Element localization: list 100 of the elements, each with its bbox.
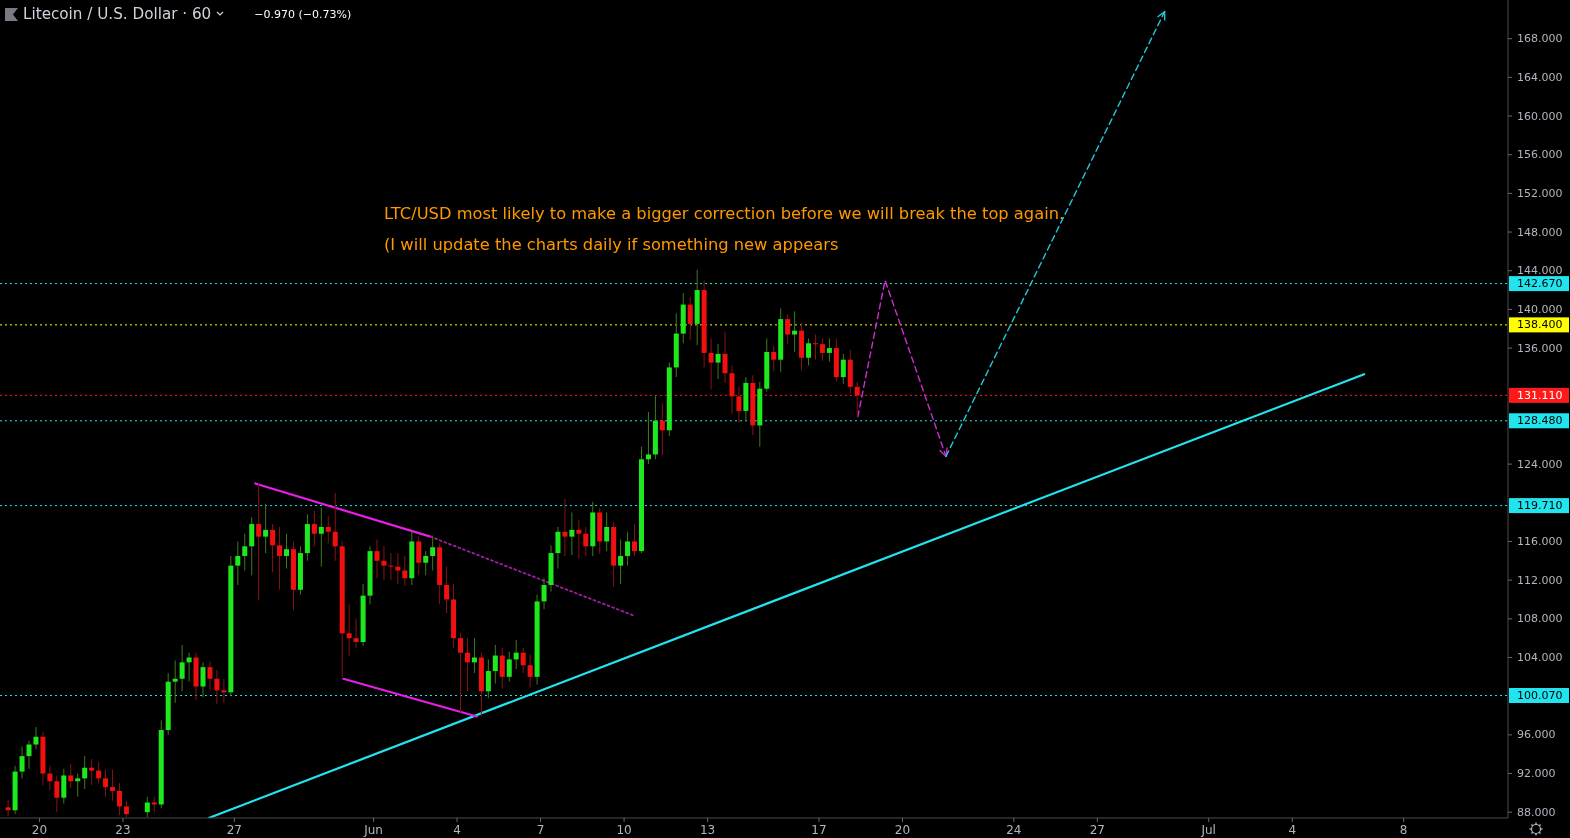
candlestick [423,550,429,576]
candlestick [430,535,436,571]
candlestick [249,516,255,576]
y-tick-label: 108.000 [1517,612,1563,626]
candlestick [604,511,610,552]
candlestick [172,659,178,704]
candlestick [625,531,631,567]
candlestick [583,526,589,557]
candlestick [826,337,832,363]
candlestick [812,334,818,361]
candlestick [715,343,721,380]
y-tick-label: 92.000 [1517,767,1556,781]
x-tick-label: 23 [115,823,131,837]
candlestick [527,654,533,688]
candlestick [840,353,846,385]
candlestick [618,539,624,585]
x-tick-label: 20 [31,823,48,837]
candlestick [632,523,638,557]
candlestick [263,503,269,554]
candlestick [214,669,220,705]
candlestick [555,526,561,570]
candlestick [458,632,464,715]
candlestick [562,498,568,557]
candlestick [186,652,192,683]
x-tick-label: 8 [1399,823,1408,837]
x-tick-label: 20 [894,823,911,837]
ref-line-label: 138.400 [1517,318,1563,332]
x-tick-label: 27 [1089,823,1105,837]
candlestick [541,577,547,610]
y-tick-label: 156.000 [1517,148,1563,162]
candlestick [520,647,526,674]
candlestick [806,337,812,366]
annotation: LTC/USD most likely to make a bigger correction before we will break the top again. [384,203,1065,223]
candlestick [785,313,791,345]
candlestick [506,651,512,683]
ref-line-label: 119.710 [1517,499,1563,513]
candlestick [569,511,575,556]
y-tick-label: 168.000 [1517,32,1563,46]
candlestick [722,331,728,384]
ref-line-label: 128.480 [1517,414,1563,428]
candlestick [144,796,150,818]
x-tick-label: 24 [1006,823,1022,837]
y-tick-label: 160.000 [1517,109,1563,123]
y-tick-label: 136.000 [1517,341,1563,355]
candlestick [374,539,380,579]
candlestick [736,386,742,424]
candlestick [221,678,227,704]
annotation: (I will update the charts daily if something new appears [384,234,839,254]
candlestick [388,552,394,581]
ref-line-label: 100.070 [1517,688,1563,702]
candlestick [311,510,317,547]
y-tick-label: 88.000 [1517,805,1556,819]
candlestick [353,618,359,649]
candlestick [687,296,693,341]
candlestick [346,603,352,657]
candlestick [645,411,651,465]
y-tick-label: 124.000 [1517,457,1563,471]
x-tick-label: 17 [811,823,827,837]
chart-title: Litecoin / U.S. Dollar · 60 [23,5,212,23]
candlestick [485,658,491,699]
y-tick-label: 164.000 [1517,70,1563,84]
candlestick [729,364,735,415]
candlestick [659,402,665,456]
candlestick [242,533,248,571]
candlestick [416,536,422,576]
y-tick-label: 148.000 [1517,225,1563,239]
candlestick [284,533,290,570]
candlestick [200,661,206,698]
candlestick [318,507,324,568]
candlestick [402,555,408,587]
x-tick-label: 4 [1288,823,1297,837]
x-tick-label: 13 [699,823,716,837]
text: −0.970 (−0.73%) [254,7,352,21]
candlestick [708,337,714,391]
candlestick [771,345,777,372]
candlestick [207,660,213,691]
ref-line-label: 142.670 [1517,277,1563,291]
x-tick-label: Jul [1200,823,1216,837]
x-tick-label: 7 [536,823,545,837]
candlestick [325,515,331,544]
y-tick-label: 116.000 [1517,534,1563,548]
x-tick-label: Jun [363,823,383,837]
candlestick [179,644,185,692]
candlestick [235,540,241,586]
candlestick [499,647,505,689]
candlestick [444,566,450,614]
x-tick-label: 10 [616,823,632,837]
y-tick-label: 104.000 [1517,650,1563,664]
y-tick-label: 140.000 [1517,302,1563,316]
candlestick [854,381,860,418]
y-tick-label: 112.000 [1517,573,1563,587]
x-tick-label: 27 [226,823,242,837]
candlestick [792,310,798,353]
y-tick-label: 152.000 [1517,186,1563,200]
candlestick [277,526,283,591]
y-tick-label: 96.000 [1517,728,1556,742]
y-tick-label: 144.000 [1517,264,1563,278]
candlestick [576,519,582,560]
candlestick [332,492,338,562]
candlestick [819,337,825,362]
